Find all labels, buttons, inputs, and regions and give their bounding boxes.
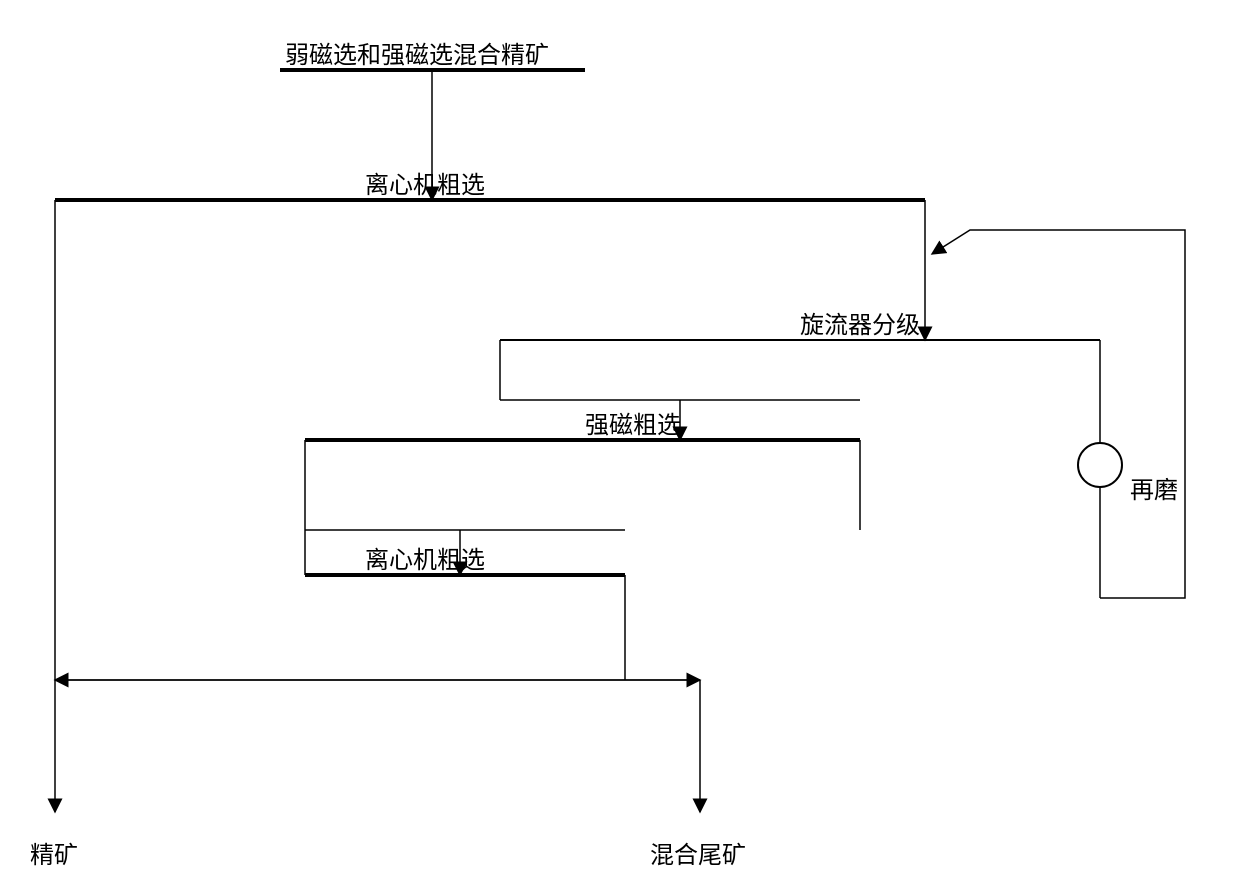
label-mag: 强磁粗选	[585, 405, 681, 440]
label-input: 弱磁选和强磁选混合精矿	[285, 35, 549, 70]
label-tail: 混合尾矿	[650, 835, 746, 870]
flowchart-canvas: 弱磁选和强磁选混合精矿离心机粗选旋流器分级强磁粗选离心机粗选再磨精矿混合尾矿	[0, 0, 1240, 870]
connector	[932, 230, 1185, 598]
label-cyclone: 旋流器分级	[800, 305, 920, 340]
label-rough2: 离心机粗选	[365, 540, 485, 575]
regrind-circle	[1078, 443, 1122, 487]
label-conc: 精矿	[30, 835, 78, 870]
label-rough1: 离心机粗选	[365, 165, 485, 200]
label-regrind: 再磨	[1130, 470, 1178, 505]
